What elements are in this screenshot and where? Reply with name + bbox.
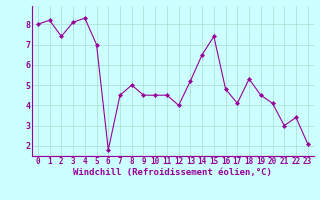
X-axis label: Windchill (Refroidissement éolien,°C): Windchill (Refroidissement éolien,°C)	[73, 168, 272, 177]
